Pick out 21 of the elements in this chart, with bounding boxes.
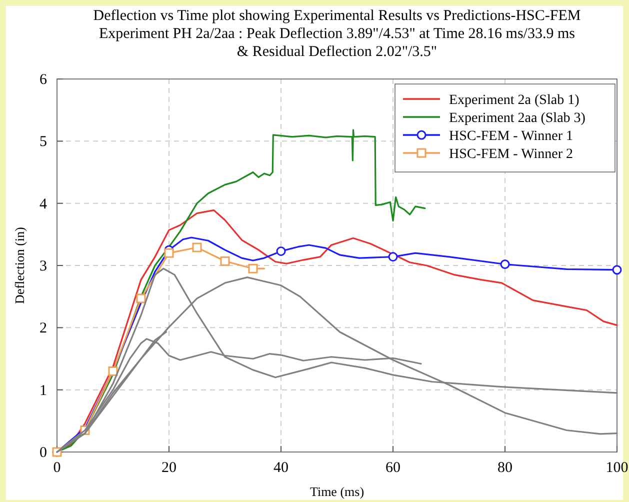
y-tick-label: 1 — [40, 382, 47, 399]
y-tick-label: 2 — [40, 320, 47, 337]
y-axis-title: Deflection (in) — [12, 227, 27, 304]
legend-label: Experiment 2aa (Slab 3) — [449, 111, 586, 126]
y-tick-label: 0 — [40, 445, 47, 461]
x-tick-label: 0 — [53, 460, 61, 476]
chart-title: Deflection vs Time plot showing Experimental Results vs Predictions-HSC-FEM — [93, 8, 581, 24]
x-tick-label: 40 — [274, 460, 288, 476]
x-tick-label: 80 — [498, 460, 512, 476]
y-tick-label: 3 — [40, 258, 47, 274]
legend-label: HSC-FEM - Winner 1 — [449, 129, 574, 144]
x-axis-title: Time (ms) — [310, 484, 364, 499]
y-tick-label: 4 — [40, 196, 48, 212]
legend-label: HSC-FEM - Winner 2 — [449, 147, 574, 162]
chart-subtitle: Experiment PH 2a/2aa : Peak Deflection 3.89"/4.53" at Time 28.16 ms/33.9 ms & Residual Deflection 2.02"/3.5" — [99, 26, 576, 60]
y-tick-label: 6 — [40, 72, 48, 88]
x-tick-label: 60 — [386, 460, 400, 476]
legend-label: Experiment 2a (Slab 1) — [449, 93, 580, 108]
y-tick-label: 5 — [40, 134, 47, 150]
x-tick-label: 20 — [162, 460, 176, 476]
x-tick-label: 100 — [606, 460, 628, 476]
